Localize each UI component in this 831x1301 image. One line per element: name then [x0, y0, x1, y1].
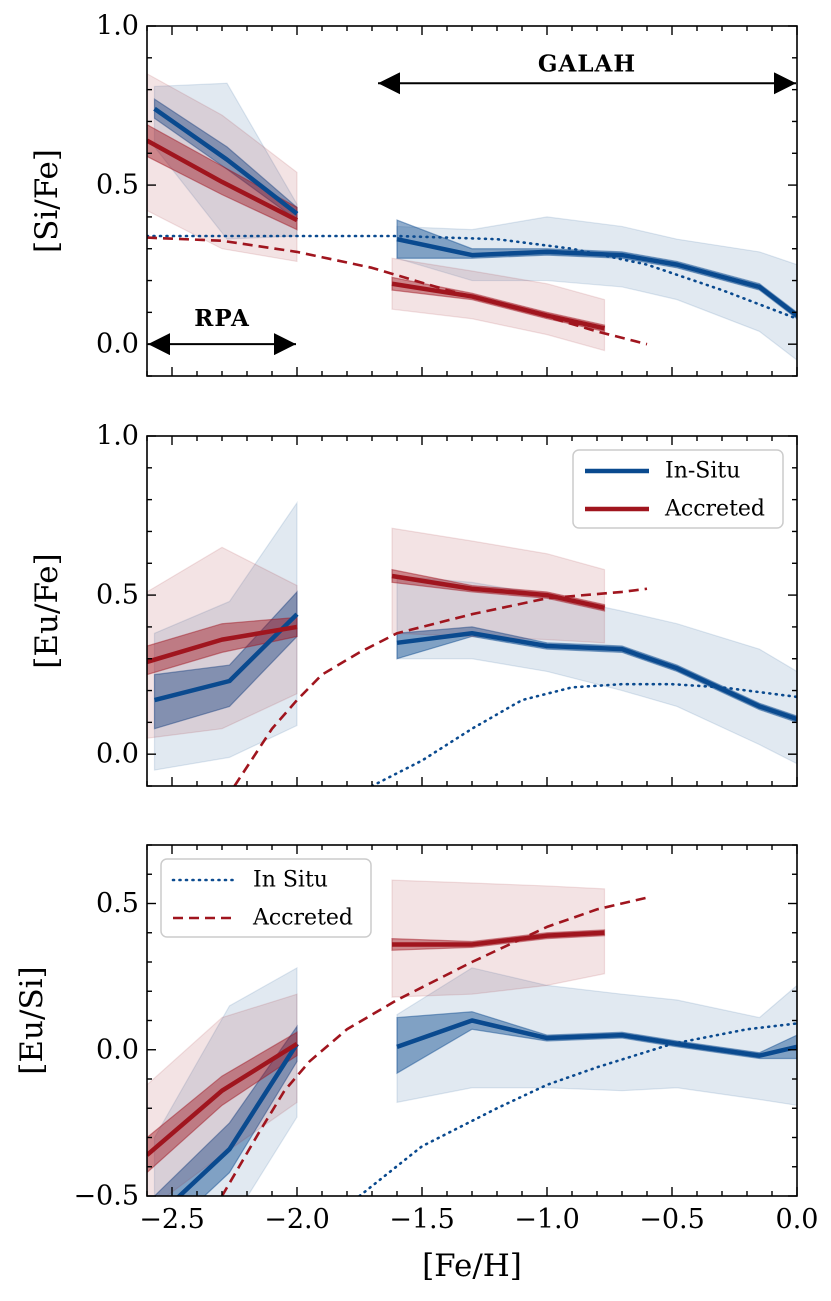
line-accreted-model	[233, 587, 648, 786]
band-outer-in-situ-rpa	[153, 966, 298, 1196]
line-accreted-rpa	[147, 1041, 299, 1157]
y-ticks	[147, 435, 797, 787]
x-tick-label: −2.5	[139, 1204, 205, 1235]
y-tick-label: 0.5	[96, 888, 139, 919]
band-outer-accreted-galah	[391, 527, 606, 644]
x-ticks	[146, 436, 798, 786]
band-outer-in-situ-rpa	[153, 500, 298, 771]
band-outer-accreted-rpa	[147, 993, 298, 1196]
y-tick-label: 0.0	[96, 1034, 139, 1065]
x-tick-label: 0.0	[776, 1204, 819, 1235]
legend: In Situ Accreted	[160, 858, 372, 938]
legend-label: Accreted	[664, 497, 765, 522]
band-inner-in-situ-galah	[396, 219, 797, 320]
line-in-situ-galah	[396, 1018, 797, 1058]
plot-area-top	[147, 73, 797, 361]
band-inner-in-situ-rpa	[153, 1024, 298, 1196]
line-in-situ-galah	[396, 236, 797, 318]
x-ticks	[146, 845, 798, 1196]
y-tick-label: 0.0	[96, 329, 139, 360]
x-tick-label: −1.0	[514, 1204, 580, 1235]
y-tick-label: 0.0	[96, 739, 139, 770]
panel-middle: 0.0 0.5 1.0 [Eu/Fe] In-Situ Accreted	[29, 421, 798, 787]
band-inner-in-situ-rpa	[153, 590, 298, 730]
y-tick-label: 1.0	[96, 421, 139, 452]
line-in-situ-galah	[396, 631, 797, 722]
band-outer-accreted-galah	[391, 879, 606, 998]
annotation-label: GALAH	[538, 51, 636, 78]
line-in-situ-rpa	[153, 106, 299, 216]
line-accreted-rpa	[147, 138, 299, 223]
plot-area-bottom	[147, 879, 797, 1196]
y-axis-label: [Si/Fe]	[29, 149, 65, 253]
y-ticks	[147, 844, 797, 1197]
plot-area-middle	[147, 500, 797, 786]
x-ticks	[146, 26, 798, 376]
line-in-situ-model	[370, 682, 797, 786]
line-accreted-model	[220, 896, 648, 1196]
y-tick-label: −0.5	[73, 1181, 139, 1212]
line-accreted-model	[147, 236, 648, 346]
line-accreted-galah	[392, 930, 605, 947]
line-in-situ-rpa	[153, 612, 299, 703]
line-accreted-rpa	[147, 624, 298, 665]
x-tick-label: −1.5	[389, 1204, 455, 1235]
y-axis-label: [Eu/Fe]	[29, 553, 65, 668]
annotation-label: RPA	[194, 305, 250, 332]
legend-label: In Situ	[253, 868, 328, 893]
y-tick-label: 0.5	[96, 580, 139, 611]
band-outer-accreted-rpa	[147, 73, 298, 263]
line-accreted-galah	[391, 573, 605, 611]
line-in-situ-rpa	[176, 1042, 299, 1196]
x-tick-label: −0.5	[639, 1204, 705, 1235]
x-axis-label: [Fe/H]	[422, 1248, 522, 1284]
legend-label: In-Situ	[665, 459, 740, 484]
legend: In-Situ Accreted	[572, 449, 784, 529]
annotation-rpa: RPA	[148, 305, 296, 356]
y-axis-label: [Eu/Si]	[14, 966, 50, 1074]
panel-top: 0.0 0.5 1.0 [Si/Fe] RPA GALAH	[29, 11, 798, 377]
legend-label: Accreted	[252, 906, 353, 931]
y-tick-label: 1.0	[96, 11, 139, 42]
y-tick-label: 0.5	[96, 170, 139, 201]
x-tick-label: −2.0	[264, 1204, 330, 1235]
panel-bottom: −0.5 0.0 0.5 −2.5 −2.0 −1.5 −1.0 −0.5 0.0 [Eu/Si]…	[14, 844, 819, 1284]
annotation-galah: GALAH	[378, 51, 796, 95]
